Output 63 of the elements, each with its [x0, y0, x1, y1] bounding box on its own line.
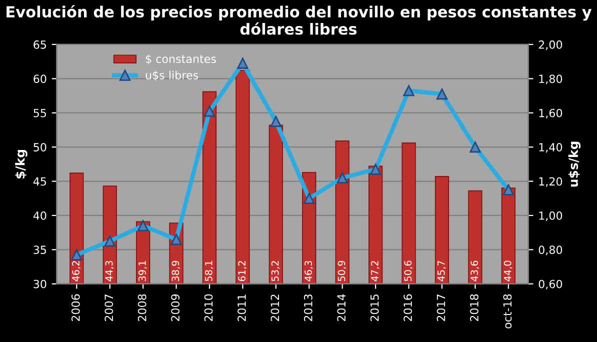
point [204, 106, 216, 117]
data-label: 46,3 [304, 260, 313, 282]
y2-tick-label: 0,80 [538, 246, 562, 256]
data-label: 46,2 [72, 261, 80, 282]
x-tick-label: 2008 [138, 294, 146, 322]
y2-tick-label: 0,60 [538, 280, 562, 290]
x-tick-label: 2011 [238, 294, 246, 322]
data-label: 38,9 [172, 260, 180, 282]
data-label: 61,2 [238, 261, 247, 282]
point [138, 220, 149, 232]
y-tick-label: 55 [34, 108, 46, 118]
point [170, 234, 182, 245]
point [304, 192, 315, 204]
x-tick-label: 2009 [171, 294, 180, 322]
x-tick-label: 2018 [470, 294, 478, 322]
y2-tick-label: 1,00 [539, 211, 562, 221]
data-label: 44,3 [105, 260, 114, 282]
point [370, 164, 382, 175]
data-label: 47,2 [371, 261, 380, 282]
y-tick-label: 40 [33, 211, 46, 220]
point [436, 88, 448, 100]
y2-axis-title: u$s/kg [568, 142, 581, 187]
legend-label: u$s libres [146, 70, 198, 81]
x-tick-label: 2016 [404, 294, 412, 322]
y2-tick-label: 1,40 [539, 143, 562, 153]
x-tick-label: 2010 [204, 294, 213, 322]
y-tick-label: 30 [34, 280, 46, 288]
x-tick-label: 2006 [71, 294, 80, 322]
legend-label: $ constantes [146, 54, 216, 65]
x-tick-label: 2007 [104, 294, 114, 322]
x-tick-label: 2012 [270, 294, 280, 322]
point [470, 142, 481, 153]
y-tick-label: 45 [33, 177, 46, 186]
point [270, 116, 282, 127]
y2-tick-label: 1,80 [539, 74, 562, 84]
y-tick-label: 60 [34, 74, 46, 84]
data-label: 50,9 [338, 260, 346, 282]
y-tick-label: 50 [34, 143, 46, 152]
point [237, 58, 248, 69]
x-tick-label: 2015 [370, 294, 379, 322]
data-label: 58,1 [204, 261, 214, 282]
data-label: 44,0 [504, 260, 512, 282]
y2-tick-label: 2,00 [538, 40, 562, 50]
data-label: 39,1 [138, 261, 147, 282]
y-tick-label: 35 [34, 246, 46, 254]
point [71, 249, 82, 260]
x-tick-label: 2013 [304, 294, 312, 322]
point [104, 236, 116, 247]
y-tick-label: 65 [34, 40, 46, 49]
point [502, 184, 514, 196]
x-tick-label: 2014 [337, 294, 346, 322]
point [403, 85, 414, 96]
y2-tick-label: 1,60 [539, 108, 562, 118]
data-label: 50,6 [404, 260, 413, 282]
x-tick-label: oct-18 [503, 294, 512, 328]
data-label: 45,7 [438, 260, 446, 282]
y2-tick-label: 1,20 [539, 177, 562, 187]
data-label: 43,6 [470, 260, 480, 282]
y-axis-title: $/kg [15, 150, 28, 178]
point [336, 172, 348, 184]
x-tick-label: 2017 [436, 294, 446, 322]
chart-title: Evolución de los precios promedio del novillo en pesos constantes y dólares libres [6, 5, 592, 35]
data-label: 53,2 [271, 261, 280, 282]
